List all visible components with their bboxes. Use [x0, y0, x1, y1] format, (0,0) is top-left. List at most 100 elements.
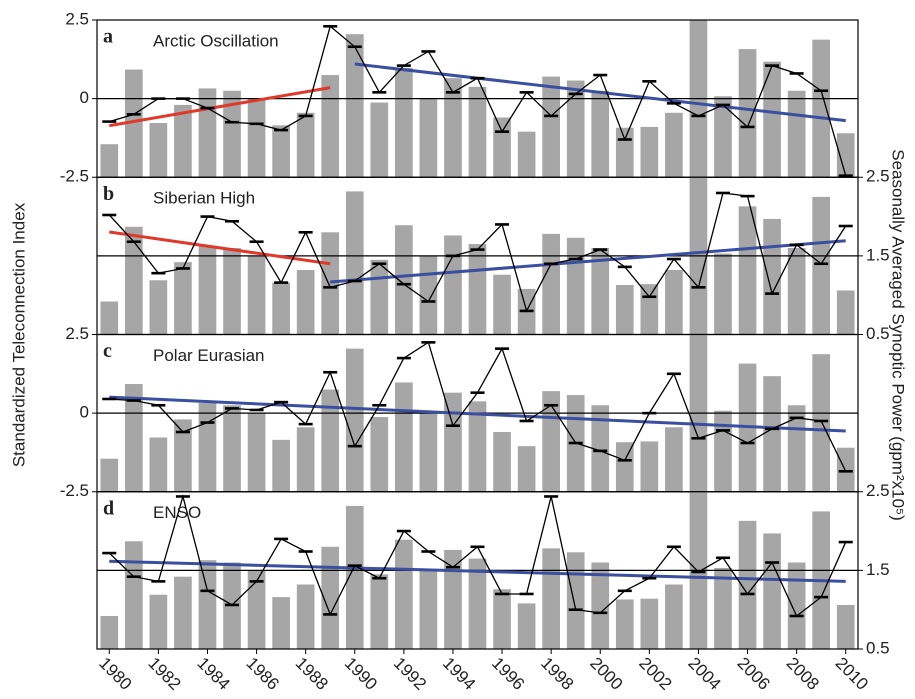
- bar: [198, 88, 217, 178]
- x-tick-label: 1990: [341, 654, 381, 694]
- bar: [174, 419, 192, 492]
- bar: [836, 133, 855, 178]
- y2-tick-label: 2.5: [866, 167, 890, 186]
- bar: [247, 98, 266, 178]
- bar: [100, 615, 119, 649]
- y2-tick-label: 0.5: [866, 324, 890, 343]
- x-tick-label: 1996: [488, 654, 528, 694]
- bar: [419, 255, 438, 335]
- bar: [198, 560, 217, 649]
- bar: [787, 562, 806, 649]
- bar: [149, 437, 168, 492]
- x-tick-label: 1994: [439, 654, 479, 694]
- bar: [174, 104, 192, 178]
- bar: [591, 405, 610, 492]
- bar: [100, 144, 119, 178]
- trend-line: [354, 62, 846, 123]
- bar: [223, 405, 241, 492]
- bar: [591, 562, 610, 649]
- bar: [468, 86, 487, 178]
- x-tick-label: 2010: [832, 654, 872, 694]
- bar: [615, 127, 634, 178]
- bar: [566, 80, 585, 178]
- bar: [665, 427, 683, 492]
- bar: [640, 441, 659, 492]
- bar: [763, 218, 781, 335]
- bar: [272, 597, 290, 649]
- bar: [296, 584, 315, 649]
- y-axis-label: Standardized Teleconnection Index: [9, 202, 28, 467]
- bar: [517, 446, 536, 492]
- bar: [714, 253, 732, 335]
- bar: [468, 401, 487, 492]
- panel-label: b: [103, 183, 114, 205]
- bar: [149, 280, 168, 335]
- bar: [124, 226, 143, 335]
- bar: [738, 206, 757, 335]
- bar: [566, 237, 585, 335]
- bar: [517, 131, 536, 178]
- bar: [493, 117, 511, 178]
- bar: [542, 548, 560, 649]
- x-tick-label: 1984: [193, 654, 233, 694]
- y-tick-label: 0: [80, 403, 89, 422]
- bar: [566, 552, 585, 649]
- bar: [493, 431, 511, 492]
- panel-label: c: [103, 340, 112, 362]
- bar: [468, 244, 487, 335]
- bar: [223, 248, 241, 335]
- bar: [321, 232, 340, 335]
- bar: [812, 39, 831, 178]
- y-tick-label: -2.5: [60, 481, 89, 500]
- bar: [272, 282, 290, 335]
- bar: [174, 576, 192, 649]
- bar: [468, 558, 487, 649]
- bar: [419, 98, 438, 178]
- bar: [444, 549, 462, 649]
- bar: [542, 76, 560, 178]
- bar: [665, 112, 683, 178]
- bar: [640, 284, 659, 335]
- trend-line: [330, 239, 846, 284]
- bar: [100, 301, 119, 335]
- trend-line: [109, 395, 846, 433]
- bar: [836, 290, 855, 335]
- bar: [223, 90, 241, 178]
- bar: [272, 439, 290, 492]
- bar: [395, 539, 413, 649]
- bar: [714, 410, 732, 492]
- bar: [296, 427, 315, 492]
- bar: [493, 274, 511, 335]
- x-tick-label: 2004: [684, 654, 724, 694]
- panel-title: ENSO: [153, 503, 201, 522]
- bar: [370, 259, 389, 335]
- x-tick-label: 1988: [292, 654, 332, 694]
- x-tick-label: 1992: [390, 654, 430, 694]
- bar: [321, 75, 340, 178]
- trend-line: [109, 86, 331, 128]
- x-tick-label: 2006: [734, 654, 774, 694]
- bar: [615, 599, 634, 649]
- bar: [493, 589, 511, 649]
- bar: [615, 442, 634, 492]
- bar: [444, 235, 462, 335]
- x-tick-label: 1982: [144, 654, 184, 694]
- bar: [419, 413, 438, 492]
- panel-title: Siberian High: [153, 189, 255, 208]
- bar: [296, 270, 315, 335]
- bar: [370, 102, 389, 178]
- bar: [787, 248, 806, 335]
- x-tick-label: 2008: [783, 654, 823, 694]
- bar: [787, 405, 806, 492]
- bar: [345, 191, 364, 335]
- bar: [345, 34, 364, 178]
- bar: [591, 90, 610, 178]
- bar: [836, 447, 855, 492]
- bar: [395, 382, 413, 492]
- y2-tick-label: 0.5: [866, 638, 890, 657]
- bar: [640, 598, 659, 649]
- panel-title: Polar Eurasian: [153, 346, 265, 365]
- y2-tick-label: 1.5: [866, 245, 890, 264]
- bar: [296, 112, 315, 178]
- bar: [444, 78, 462, 178]
